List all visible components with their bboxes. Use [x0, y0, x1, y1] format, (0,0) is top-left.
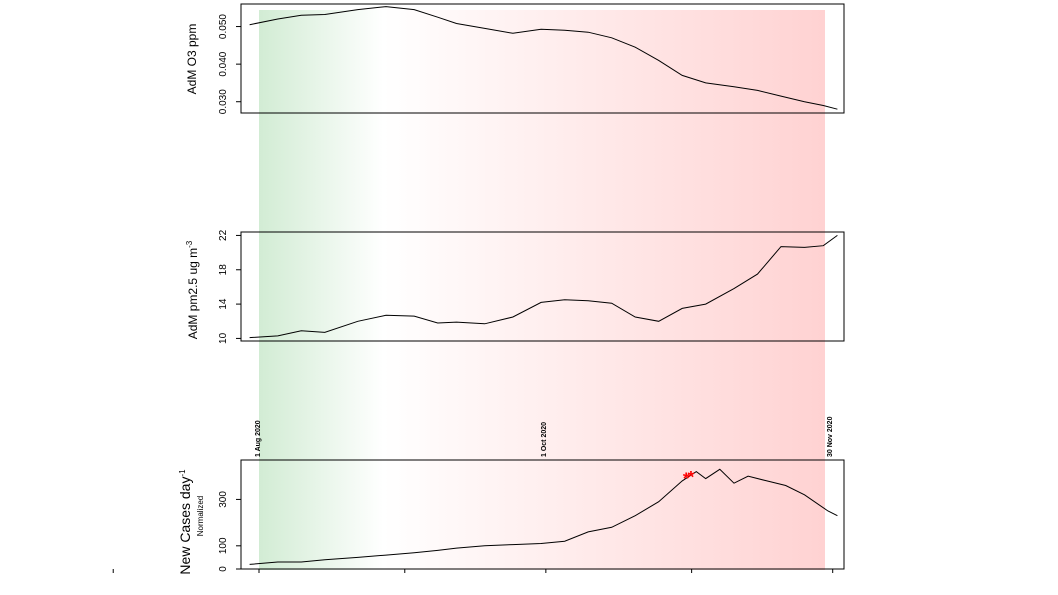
o3-panel: AdM O3 ppm 0.030 0.040 0.050	[185, 3, 845, 114]
pm25-series-line	[249, 234, 838, 339]
o3-series-line	[249, 6, 838, 110]
o3-ytick-label: 0.030	[218, 89, 229, 114]
date-label-nov: 30 Nov 2020	[827, 416, 834, 457]
pm25-ylabel-main: AdM pm2.5 ug m	[186, 248, 200, 339]
o3-ytick-label: 0.050	[218, 14, 229, 39]
o3-frame	[240, 3, 845, 114]
pm25-ylabel-sup: -3	[185, 240, 194, 248]
pm25-frame	[240, 231, 845, 342]
cases-peak-asterisk: *	[688, 467, 695, 486]
pm25-ytick-label: 10	[218, 332, 229, 344]
o3-ylabel: AdM O3 ppm	[185, 24, 199, 95]
pm25-ytick-label: 14	[218, 298, 229, 310]
cases-ylabel-sup: -1	[178, 469, 187, 477]
cases-ylabel-main: New Cases day	[177, 477, 193, 575]
pm25-panel: AdM pm2.5 ug m-3 10 14 18 22	[185, 229, 845, 344]
pm25-ytick-label: 18	[218, 264, 229, 276]
cases-frame	[240, 459, 845, 570]
date-label-oct: 1 Oct 2020	[541, 422, 548, 457]
cases-panel: New Cases day-1 Normalized 0 100 300 **	[112, 459, 845, 575]
pm25-ytick-label: 22	[218, 229, 229, 241]
cases-ytick-label: 300	[218, 491, 229, 508]
cases-ylabel: New Cases day-1	[177, 469, 193, 575]
cases-peak-asterisk: *	[683, 469, 690, 488]
cases-peak-markers: **	[683, 467, 695, 488]
pm25-yticks: 10 14 18 22	[218, 229, 241, 344]
o3-yticks: 0.030 0.040 0.050	[218, 14, 241, 114]
date-label-aug: 1 Aug 2020	[255, 420, 262, 457]
cases-series-line	[249, 468, 838, 565]
cases-ylabel-normalized: Normalized	[196, 496, 205, 536]
cases-ytick-label: 100	[218, 537, 229, 554]
background-gradient	[259, 10, 825, 570]
cases-ytick-label: 0	[218, 566, 229, 572]
cases-yticks: 0 100 300	[218, 491, 241, 572]
o3-ytick-label: 0.040	[218, 51, 229, 76]
pm25-ylabel: AdM pm2.5 ug m-3	[185, 240, 200, 339]
cases-xticks	[112, 569, 834, 573]
